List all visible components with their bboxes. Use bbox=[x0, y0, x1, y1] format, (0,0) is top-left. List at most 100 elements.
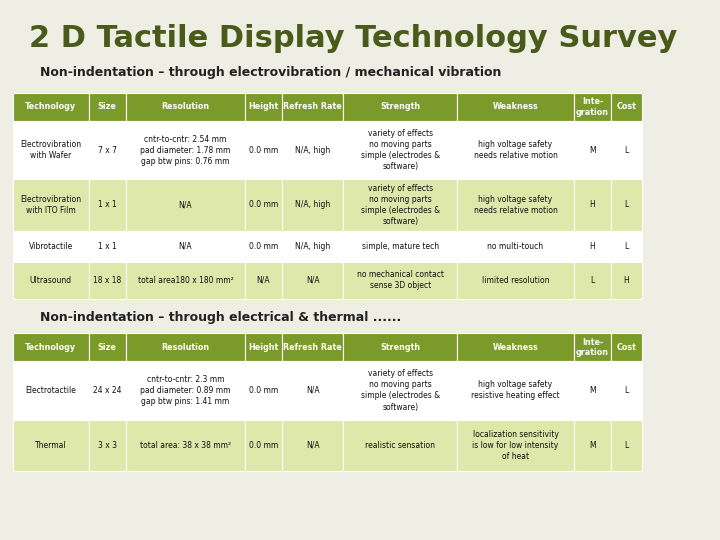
Bar bbox=[343, 231, 457, 262]
Bar bbox=[574, 121, 611, 179]
Bar bbox=[457, 121, 574, 179]
Bar bbox=[89, 231, 126, 262]
Text: no mechanical contact
sense 3D object: no mechanical contact sense 3D object bbox=[357, 270, 444, 291]
Text: N/A, high: N/A, high bbox=[295, 242, 330, 251]
Text: 0.0 mm: 0.0 mm bbox=[249, 386, 278, 395]
Bar bbox=[574, 361, 611, 420]
Bar bbox=[343, 361, 457, 420]
Text: N/A: N/A bbox=[306, 386, 320, 395]
Text: 7 x 7: 7 x 7 bbox=[98, 146, 117, 154]
Text: Weakness: Weakness bbox=[492, 103, 539, 111]
Text: Resolution: Resolution bbox=[161, 103, 210, 111]
Bar bbox=[126, 93, 245, 121]
Bar bbox=[89, 333, 126, 361]
Bar bbox=[282, 93, 343, 121]
Bar bbox=[282, 262, 343, 299]
Bar bbox=[457, 262, 574, 299]
Bar bbox=[611, 361, 642, 420]
Text: high voltage safety
needs relative motion: high voltage safety needs relative motio… bbox=[474, 140, 557, 160]
Bar bbox=[282, 179, 343, 231]
Bar bbox=[343, 333, 457, 361]
Text: Height: Height bbox=[248, 343, 279, 352]
Text: 2 D Tactile Display Technology Survey: 2 D Tactile Display Technology Survey bbox=[29, 24, 678, 53]
Bar bbox=[126, 420, 245, 471]
Bar bbox=[89, 361, 126, 420]
Bar bbox=[89, 121, 126, 179]
Bar bbox=[245, 121, 282, 179]
Text: N/A: N/A bbox=[179, 242, 192, 251]
Bar bbox=[13, 361, 89, 420]
Text: M: M bbox=[589, 146, 596, 154]
Text: total area180 x 180 mm²: total area180 x 180 mm² bbox=[138, 276, 233, 285]
Bar bbox=[457, 333, 574, 361]
Bar bbox=[245, 333, 282, 361]
Text: N/A: N/A bbox=[257, 276, 270, 285]
Bar bbox=[457, 231, 574, 262]
Bar bbox=[611, 262, 642, 299]
Text: Electrovibration
with Wafer: Electrovibration with Wafer bbox=[20, 140, 81, 160]
Bar bbox=[282, 333, 343, 361]
Bar bbox=[457, 361, 574, 420]
Bar bbox=[611, 231, 642, 262]
Text: 1 x 1: 1 x 1 bbox=[98, 200, 117, 210]
Bar bbox=[282, 361, 343, 420]
Bar bbox=[574, 333, 611, 361]
Text: 0.0 mm: 0.0 mm bbox=[249, 441, 278, 450]
Text: 0.0 mm: 0.0 mm bbox=[249, 200, 278, 210]
Text: N/A: N/A bbox=[306, 276, 320, 285]
Bar bbox=[89, 93, 126, 121]
Text: Non-indentation – through electrical & thermal ......: Non-indentation – through electrical & t… bbox=[40, 310, 401, 323]
Text: Electrovibration
with ITO Film: Electrovibration with ITO Film bbox=[20, 195, 81, 215]
Bar bbox=[574, 262, 611, 299]
Text: Cost: Cost bbox=[616, 343, 636, 352]
Text: variety of effects
no moving parts
simple (electrodes &
software): variety of effects no moving parts simpl… bbox=[361, 369, 440, 411]
Text: Technology: Technology bbox=[25, 343, 76, 352]
Bar bbox=[457, 420, 574, 471]
Bar bbox=[457, 93, 574, 121]
Bar bbox=[282, 231, 343, 262]
Bar bbox=[611, 121, 642, 179]
Bar bbox=[126, 121, 245, 179]
Bar bbox=[574, 231, 611, 262]
Bar bbox=[611, 420, 642, 471]
Text: high voltage safety
needs relative motion: high voltage safety needs relative motio… bbox=[474, 195, 557, 215]
Text: localization sensitivity
is low for low intensity
of heat: localization sensitivity is low for low … bbox=[472, 430, 559, 461]
Text: Cost: Cost bbox=[616, 103, 636, 111]
Text: L: L bbox=[624, 200, 629, 210]
Text: Size: Size bbox=[98, 343, 117, 352]
Bar bbox=[245, 262, 282, 299]
Text: M: M bbox=[589, 386, 596, 395]
Text: Height: Height bbox=[248, 103, 279, 111]
Text: no multi-touch: no multi-touch bbox=[487, 242, 544, 251]
Text: 24 x 24: 24 x 24 bbox=[93, 386, 122, 395]
Text: variety of effects
no moving parts
simple (electrodes &
software): variety of effects no moving parts simpl… bbox=[361, 129, 440, 171]
Bar bbox=[574, 179, 611, 231]
Bar bbox=[343, 93, 457, 121]
Text: Resolution: Resolution bbox=[161, 343, 210, 352]
Text: high voltage safety
resistive heating effect: high voltage safety resistive heating ef… bbox=[471, 380, 560, 401]
Text: N/A: N/A bbox=[179, 200, 192, 210]
Text: Technology: Technology bbox=[25, 103, 76, 111]
Bar bbox=[245, 93, 282, 121]
Bar bbox=[282, 420, 343, 471]
Bar bbox=[126, 179, 245, 231]
Text: total area: 38 x 38 mm²: total area: 38 x 38 mm² bbox=[140, 441, 231, 450]
Text: Refresh Rate: Refresh Rate bbox=[284, 103, 342, 111]
Text: cntr-to-cntr: 2.54 mm
pad diameter: 1.78 mm
gap btw pins: 0.76 mm: cntr-to-cntr: 2.54 mm pad diameter: 1.78… bbox=[140, 134, 230, 166]
Text: Strength: Strength bbox=[380, 343, 420, 352]
Bar bbox=[343, 121, 457, 179]
Bar bbox=[89, 420, 126, 471]
Text: M: M bbox=[589, 441, 596, 450]
Bar bbox=[611, 93, 642, 121]
Bar bbox=[126, 231, 245, 262]
Bar bbox=[13, 333, 89, 361]
Text: Refresh Rate: Refresh Rate bbox=[284, 343, 342, 352]
Bar bbox=[343, 179, 457, 231]
Text: Thermal: Thermal bbox=[35, 441, 66, 450]
Bar bbox=[126, 361, 245, 420]
Text: Vibrotactile: Vibrotactile bbox=[29, 242, 73, 251]
Text: N/A, high: N/A, high bbox=[295, 200, 330, 210]
Bar bbox=[126, 262, 245, 299]
Text: Inte-
gration: Inte- gration bbox=[576, 97, 609, 117]
Text: L: L bbox=[624, 146, 629, 154]
